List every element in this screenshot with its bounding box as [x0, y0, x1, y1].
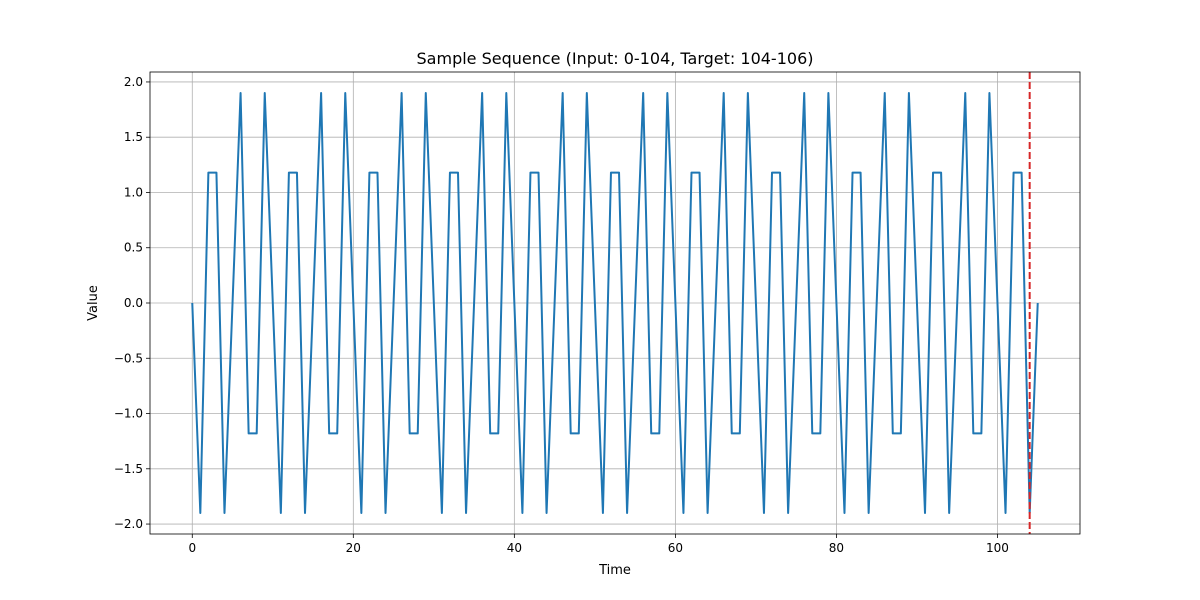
y-tick-label: 0.5: [124, 241, 143, 255]
x-tick-label: 60: [668, 541, 683, 555]
y-tick-label: 1.5: [124, 130, 143, 144]
x-axis-label: Time: [598, 563, 631, 578]
x-tick-label: 20: [346, 541, 361, 555]
chart-title: Sample Sequence (Input: 0-104, Target: 1…: [417, 49, 814, 68]
y-tick-label: −2.0: [114, 517, 143, 531]
x-tick-label: 40: [507, 541, 522, 555]
x-tick-label: 80: [829, 541, 844, 555]
y-tick-label: −0.5: [114, 351, 143, 365]
x-tick-label: 100: [986, 541, 1009, 555]
y-axis-label: Value: [86, 285, 101, 321]
y-tick-label: 2.0: [124, 75, 143, 89]
y-tick-label: −1.5: [114, 462, 143, 476]
series-line-0: [191, 92, 1039, 514]
y-tick-label: −1.0: [114, 407, 143, 421]
series-layer: [191, 92, 1039, 514]
x-tick-label: 0: [188, 541, 196, 555]
y-tick-label: 0.0: [124, 296, 143, 310]
y-tick-label: 1.0: [124, 185, 143, 199]
axis-ticks: 0 20 40 60 80 100 −2.0 −1.5 −1.0 −0.5 0.0 0.5 1.0 1.5…: [114, 75, 1009, 555]
